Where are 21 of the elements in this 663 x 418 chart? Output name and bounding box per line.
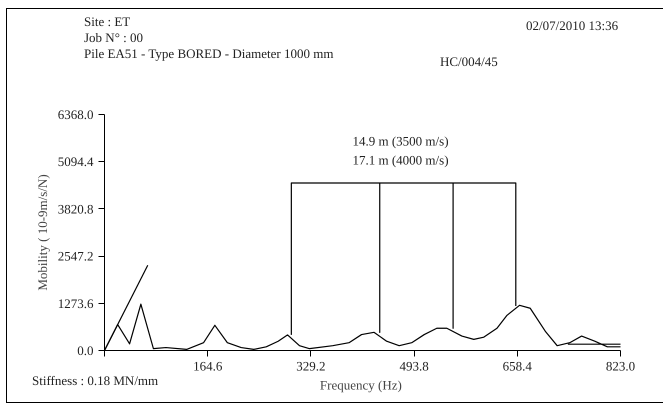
text: HC/004/45 (440, 54, 498, 69)
y-tick-label: 0.0 (77, 343, 94, 358)
annotation: 14.9 m (3500 m/s) (352, 134, 449, 148)
y-tick-label: 5094.4 (58, 154, 94, 170)
x-tick-label: 823.0 (606, 358, 636, 374)
y-tick-label: 6368.0 (58, 107, 94, 122)
x-tick-label: 164.6 (193, 358, 223, 374)
x-axis-title: Frequency (Hz) (320, 378, 402, 392)
text: Job N° : 00 (84, 30, 144, 45)
y-tick-label: 3820.8 (58, 201, 94, 216)
text: Site : ET (84, 14, 130, 29)
x-tick-label: 493.8 (399, 358, 429, 374)
x-tick-label: 658.4 (502, 358, 532, 374)
text: Pile EA51 - Type BORED - Diameter 1000 mm (84, 46, 334, 61)
y-tick-label: 2547.2 (58, 248, 94, 264)
y-tick-label: 1273.6 (58, 296, 94, 311)
text: Stiffness : 0.18 MN/mm (32, 373, 158, 388)
annotation: 17.1 m (4000 m/s) (352, 152, 449, 168)
x-tick-label: 329.2 (296, 358, 326, 374)
y-axis-title: Mobility ( 10-9m/s/N) (34, 174, 50, 291)
text: 02/07/2010 13:36 (526, 18, 618, 33)
